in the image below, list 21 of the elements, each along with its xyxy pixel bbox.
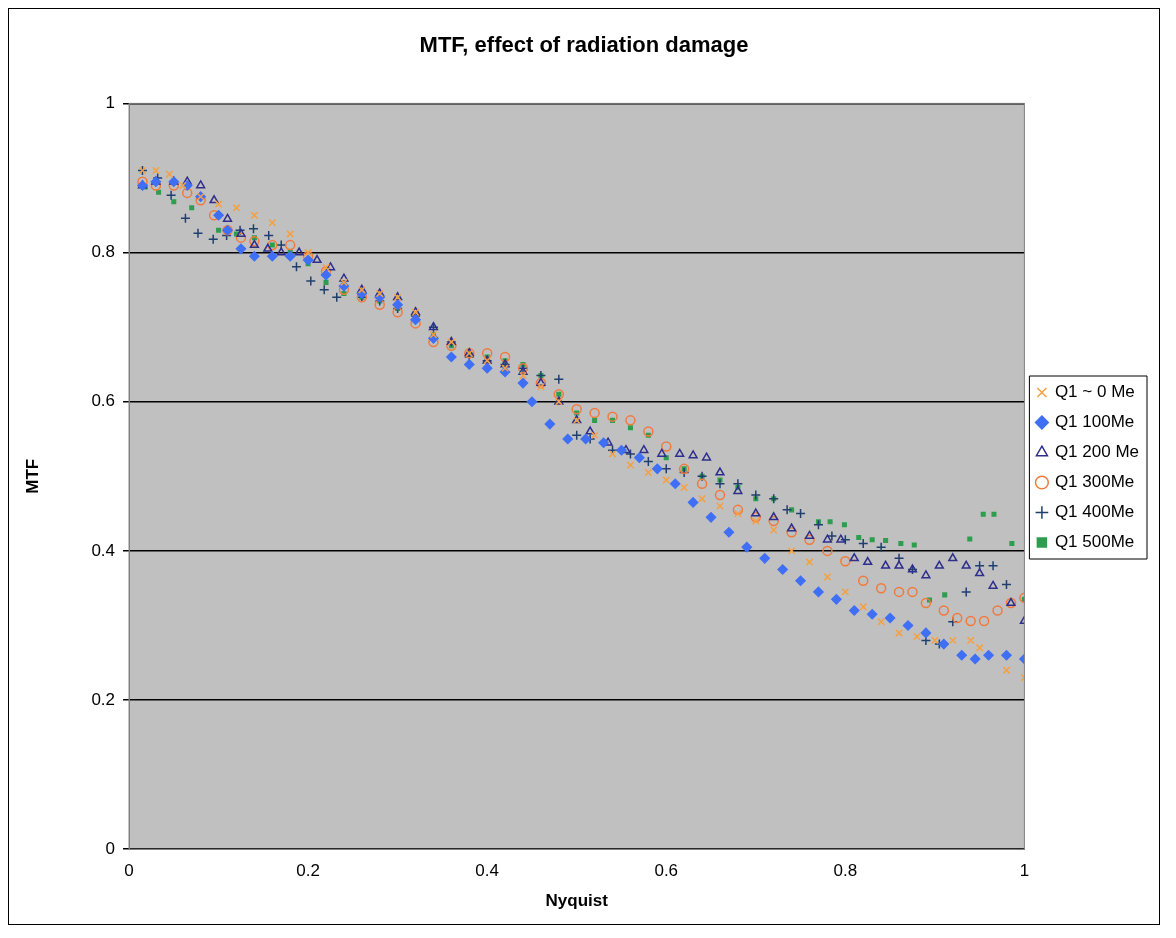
legend-label: Q1 100Me [1054,412,1135,432]
x-tick-label: 0.2 [296,861,320,881]
y-tick-label: 0.2 [91,689,116,709]
x-tick-label: 0.8 [833,861,858,881]
chart-title: MTF, effect of radiation damage [419,32,749,58]
legend-label: Q1 300Me [1054,472,1135,492]
legend-label: Q1 400Me [1054,502,1135,522]
x-axis-title: Nyquist [545,891,609,911]
y-tick-label: 0 [105,838,116,858]
legend-label: Q1 500Me [1054,532,1135,552]
y-axis-title: MTF [22,458,42,494]
x-tick-label: 1 [1019,861,1030,881]
y-tick-label: 0.6 [91,391,116,411]
legend-label: Q1 200 Me [1054,442,1140,462]
y-tick-label: 1 [105,93,116,113]
x-tick-label: 0 [124,861,134,881]
y-tick-label: 0.8 [91,242,116,262]
legend-label: Q1 ~ 0 Me [1054,382,1135,402]
x-tick-label: 0.4 [475,861,499,881]
y-tick-label: 0.4 [91,540,116,560]
x-tick-label: 0.6 [654,861,679,881]
